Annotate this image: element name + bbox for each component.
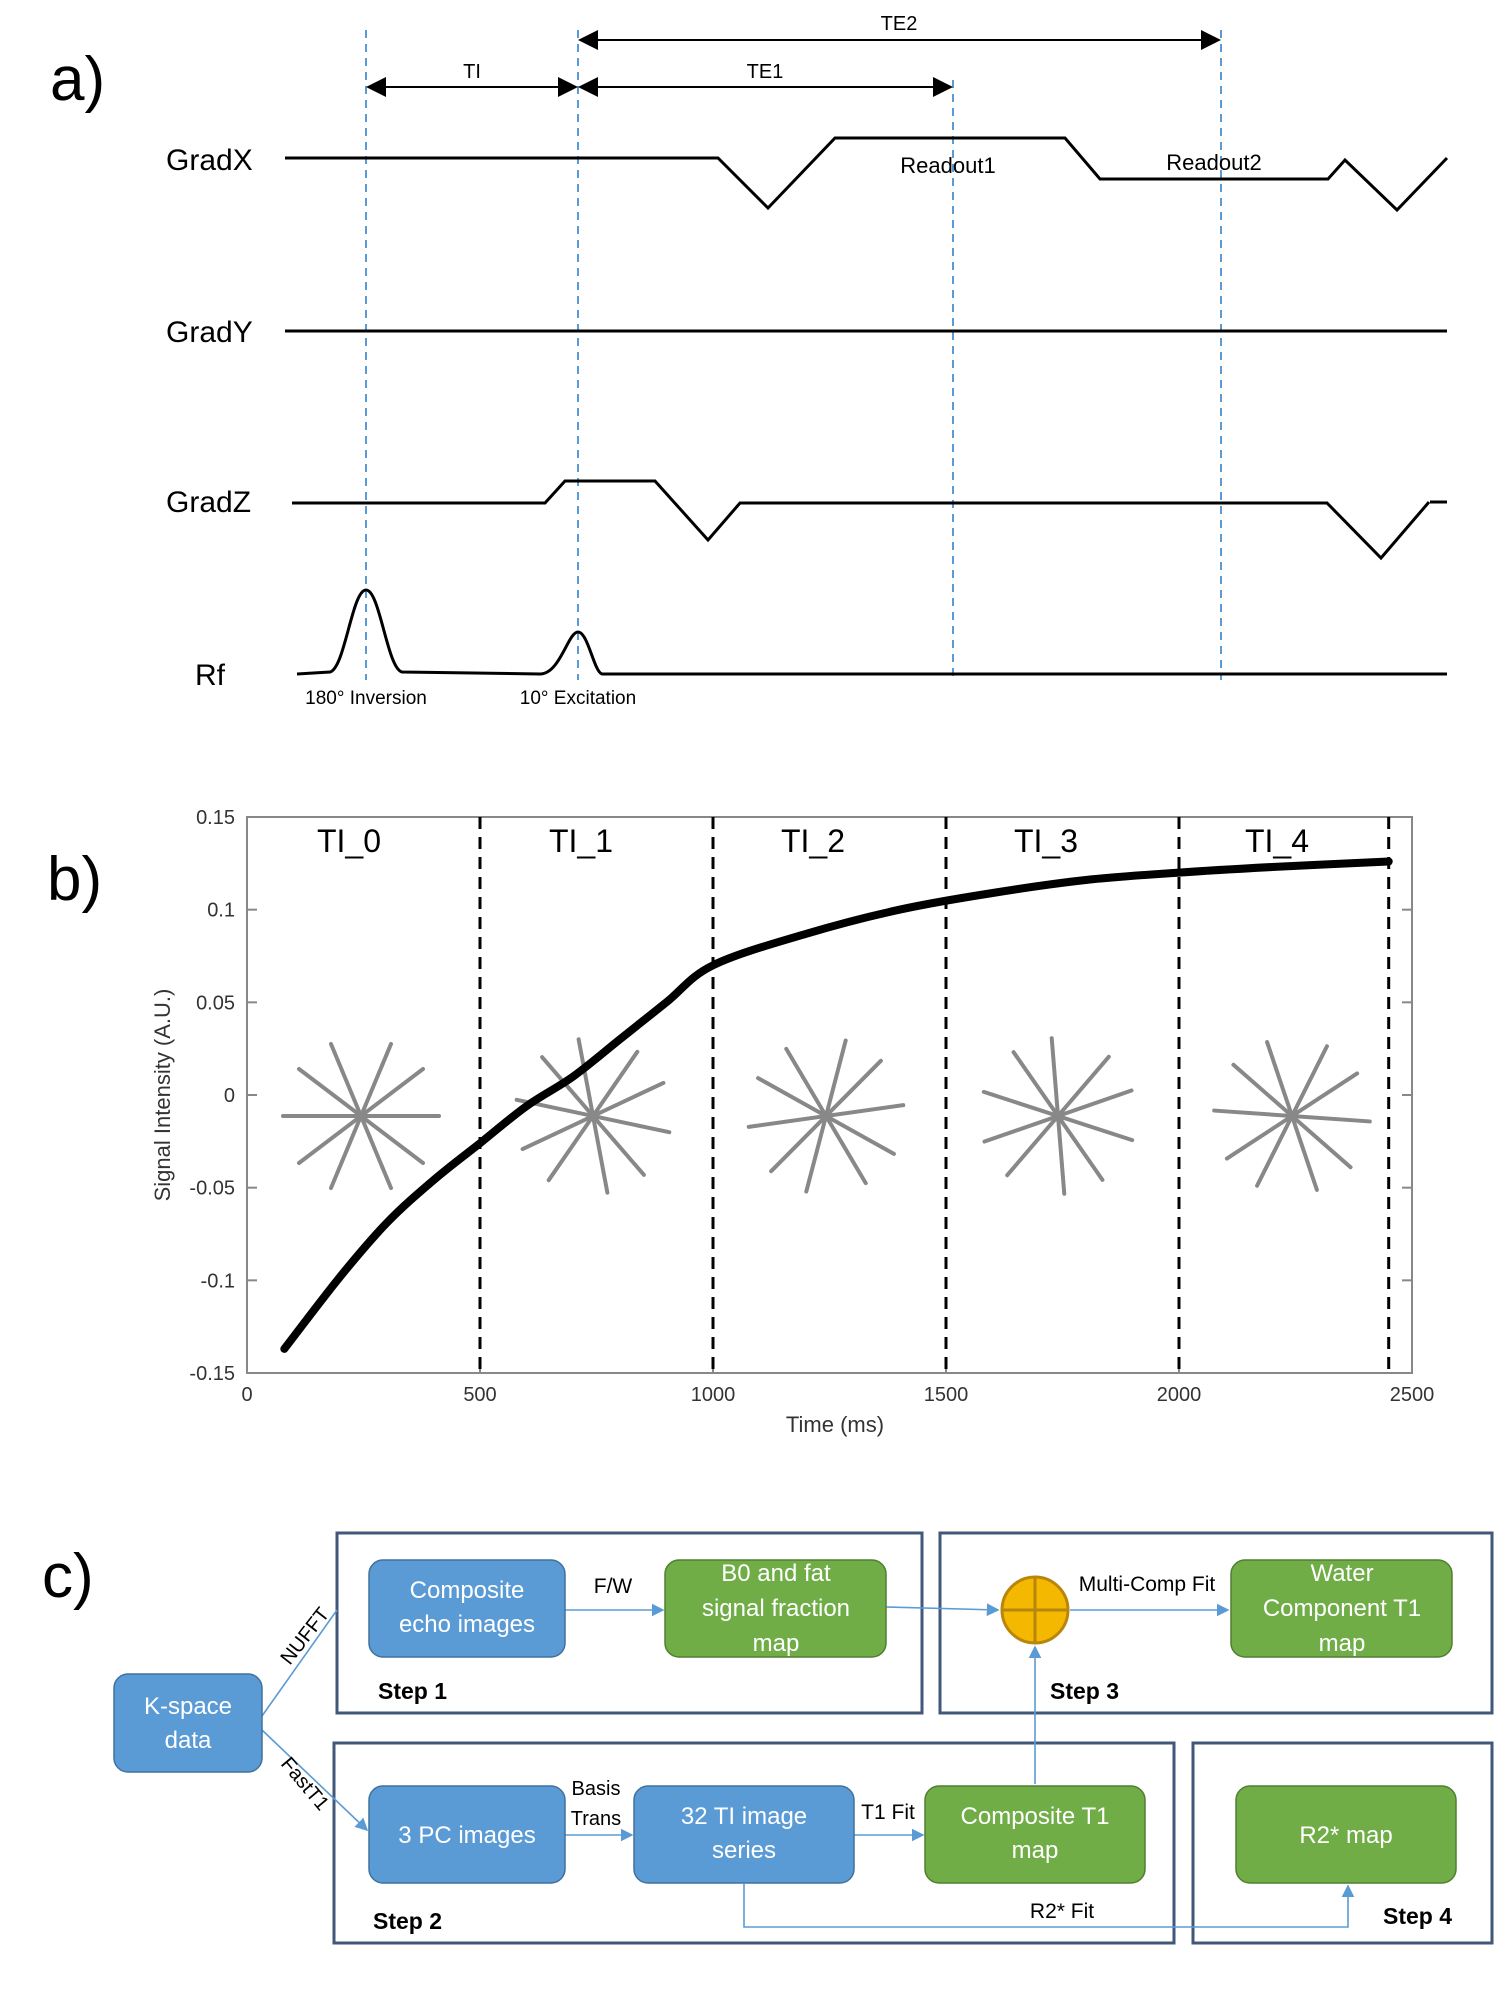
step4-label: Step 4	[1383, 1903, 1452, 1929]
channel-label-gradz: GradZ	[166, 486, 251, 519]
b0-fat-node-line: map	[753, 1630, 800, 1657]
panel-a-label: a)	[50, 45, 105, 114]
multicomp-label: Multi-Comp Fit	[1079, 1573, 1216, 1596]
panel-b-label: b)	[47, 845, 102, 914]
panel-c: c) Step 1 Step 2 Step 3 Step 4 NUFFT Fas…	[42, 1531, 1494, 1945]
pc-images-node: 3 PC images	[368, 1785, 566, 1884]
water-t1-node-line: Component T1	[1263, 1595, 1421, 1622]
step3-label: Step 3	[1050, 1678, 1119, 1704]
y-tick-label: -0.05	[189, 1178, 235, 1200]
basis-label: Basis	[572, 1778, 621, 1800]
step3-frame	[938, 1531, 1494, 1715]
ti-series-node: 32 TI image series	[633, 1785, 855, 1884]
segment-label: TI_0	[317, 823, 381, 859]
ti-series-node-line: 32 TI image	[681, 1803, 807, 1830]
step1-frame	[335, 1531, 924, 1715]
x-tick-label: 1000	[691, 1384, 736, 1406]
composite-echo-node: Composite echo images	[368, 1559, 566, 1658]
t1fit-label: T1 Fit	[861, 1801, 915, 1824]
composite-t1-node-line: map	[1012, 1837, 1059, 1864]
r2fit-connector	[743, 1884, 1355, 1928]
readout1-label: Readout1	[900, 153, 995, 178]
nufft-label: NUFFT	[276, 1604, 334, 1669]
y-axis-title: Signal Intensity (A.U.)	[150, 989, 175, 1202]
y-axis: -0.15 -0.1 -0.05 0 0.05 0.1 0.15	[189, 807, 1412, 1385]
excitation-pulse-label: 10° Excitation	[520, 688, 636, 709]
kspace-node: K-space data	[113, 1673, 263, 1773]
ti-series-node-line: series	[712, 1837, 776, 1864]
x-tick-label: 2000	[1157, 1384, 1202, 1406]
radial-spokes-icon	[281, 1042, 441, 1190]
segment-boundaries	[478, 817, 1391, 1373]
step2-frame	[332, 1741, 1176, 1945]
nufft-connector	[261, 1609, 338, 1717]
fastt1-connector	[261, 1729, 369, 1832]
r2fit-label: R2* Fit	[1030, 1900, 1094, 1923]
signal-curve	[280, 857, 1393, 1353]
x-tick-label: 1500	[924, 1384, 969, 1406]
b0-fat-node-line: signal fraction	[702, 1595, 850, 1622]
x-tick-label: 2500	[1390, 1384, 1435, 1406]
radial-spokes-icon	[1212, 1040, 1372, 1192]
segment-label: TI_1	[549, 823, 613, 859]
step4-frame	[1191, 1741, 1494, 1945]
y-tick-label: -0.15	[189, 1363, 235, 1385]
kspace-node-line: K-space	[144, 1693, 232, 1720]
segment-label: TI_4	[1245, 823, 1309, 859]
x-axis: 0 500 1000 1500 2000 2500	[241, 817, 1434, 1406]
gradz-waveform	[292, 479, 1431, 561]
ti-interval-label: TI	[463, 61, 481, 83]
r2-map-node-line: R2* map	[1299, 1822, 1392, 1849]
y-tick-label: 0.05	[196, 992, 235, 1014]
radial-spokes-icon	[514, 1037, 672, 1195]
fastt1-label: FastT1	[276, 1753, 333, 1815]
step2-label: Step 2	[373, 1908, 442, 1934]
segment-label: TI_3	[1014, 823, 1078, 859]
radial-spokes-icon	[746, 1038, 906, 1194]
composite-echo-node-line: Composite	[410, 1577, 525, 1604]
channel-label-grady: GradY	[166, 316, 253, 349]
pc-images-node-line: 3 PC images	[398, 1822, 535, 1849]
rf-waveform	[296, 588, 1447, 676]
readout2-label: Readout2	[1166, 150, 1261, 175]
composite-echo-node-line: echo images	[399, 1611, 535, 1638]
channel-label-rf: Rf	[195, 659, 226, 692]
panel-b: b) -0.15 -0.1 -0.05 0 0.05 0.1 0.15 0 500 1000 15…	[47, 807, 1434, 1437]
fw-label: F/W	[594, 1575, 633, 1598]
x-axis-title: Time (ms)	[786, 1412, 884, 1437]
channel-label-gradx: GradX	[166, 144, 253, 177]
segment-label: TI_2	[781, 823, 845, 859]
x-tick-label: 0	[241, 1384, 252, 1406]
y-tick-label: 0.1	[207, 900, 235, 922]
radial-spokes-icon	[981, 1036, 1135, 1196]
sum-node	[1000, 1575, 1070, 1645]
te2-interval-label: TE2	[881, 13, 918, 35]
segment-labels: TI_0 TI_1 TI_2 TI_3 TI_4	[317, 823, 1309, 859]
y-tick-label: -0.1	[201, 1270, 235, 1292]
b0-fat-node: B0 and fat signal fraction map	[664, 1559, 887, 1658]
b0-fat-node-line: B0 and fat	[721, 1560, 831, 1587]
x-tick-label: 500	[463, 1384, 496, 1406]
inversion-pulse-label: 180° Inversion	[305, 688, 427, 709]
b0-to-sum-connector	[885, 1603, 1000, 1617]
y-tick-label: 0.15	[196, 807, 235, 829]
y-tick-label: 0	[224, 1085, 235, 1107]
kspace-node-line: data	[165, 1727, 212, 1754]
trans-label: Trans	[571, 1808, 621, 1830]
r2-map-node: R2* map	[1235, 1785, 1457, 1884]
water-t1-node-line: map	[1319, 1630, 1366, 1657]
composite-t1-node-line: Composite T1	[961, 1803, 1110, 1830]
te1-interval-label: TE1	[747, 61, 784, 83]
panel-c-label: c)	[42, 1542, 94, 1611]
gradx-waveform	[285, 136, 1449, 213]
water-t1-node: Water Component T1 map	[1230, 1559, 1453, 1658]
panel-a: a) GradX GradY GradZ Rf TI TE1 TE2 Reado…	[50, 13, 1449, 709]
water-t1-node-line: Water	[1310, 1560, 1373, 1587]
step1-label: Step 1	[378, 1678, 447, 1704]
composite-t1-node: Composite T1 map	[924, 1785, 1146, 1884]
